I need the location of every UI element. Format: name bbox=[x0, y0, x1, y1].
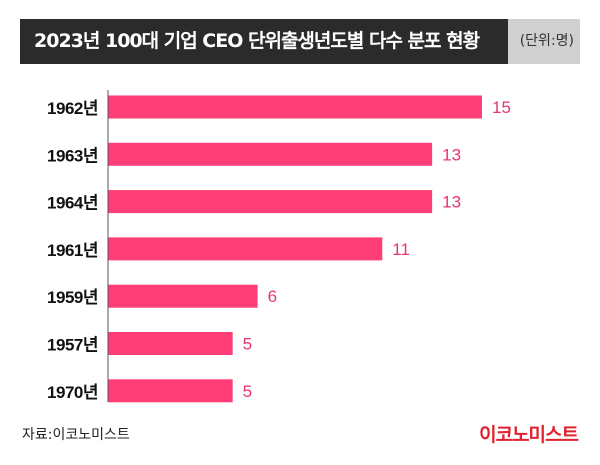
bar-6 bbox=[108, 332, 233, 355]
bar-4 bbox=[108, 237, 383, 261]
value-label: 13 bbox=[442, 193, 461, 212]
bar-5 bbox=[108, 284, 258, 308]
value-label: 5 bbox=[243, 382, 252, 401]
bar-3 bbox=[108, 190, 433, 214]
category-label: 1961년 bbox=[47, 241, 98, 260]
value-label: 6 bbox=[268, 287, 277, 306]
category-label: 1957년 bbox=[47, 336, 98, 355]
bar-2 bbox=[108, 142, 433, 166]
source-note: 자료:이코노미스트 bbox=[22, 427, 130, 443]
category-label: 1962년 bbox=[47, 99, 98, 118]
chart-header: 2023년 100대 기업 CEO 단위출생년도별 다수 분포 현황 (단위:명… bbox=[20, 19, 580, 64]
category-label: 1970년 bbox=[47, 383, 98, 402]
category-label: 1964년 bbox=[47, 194, 98, 213]
publisher-logo: 이코노미스트 bbox=[479, 424, 579, 446]
value-label: 15 bbox=[492, 98, 511, 117]
value-label: 13 bbox=[442, 145, 461, 164]
bar-7 bbox=[108, 379, 233, 403]
category-label: 1959년 bbox=[47, 288, 98, 307]
unit-label: (단위:명) bbox=[519, 33, 574, 49]
value-label: 5 bbox=[243, 335, 252, 354]
bar-1 bbox=[108, 95, 482, 119]
chart-title: 2023년 100대 기업 CEO 단위출생년도별 다수 분포 현황 bbox=[34, 30, 480, 52]
value-label: 11 bbox=[392, 240, 410, 259]
category-label: 1963년 bbox=[47, 146, 98, 165]
header-title-bar: 2023년 100대 기업 CEO 단위출생년도별 다수 분포 현황 bbox=[20, 19, 508, 64]
